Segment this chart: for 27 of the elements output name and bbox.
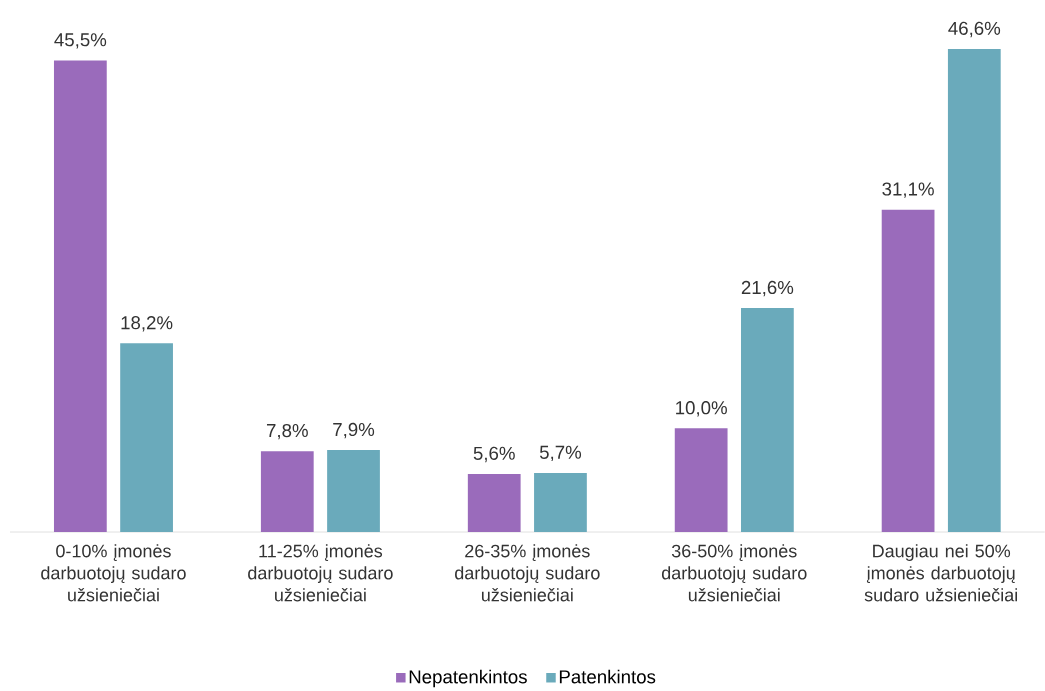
- data-label: 5,7%: [539, 445, 582, 461]
- bar: [947, 48, 1001, 532]
- data-label: 5,6%: [473, 446, 515, 462]
- bar: [467, 473, 521, 532]
- bar: [327, 449, 380, 532]
- legend-label: Patenkintos: [559, 669, 656, 684]
- data-label: 7,9%: [333, 422, 375, 439]
- bar: [881, 209, 935, 532]
- x-tick-label: 36-50% įmonės darbuotojų sudaro užsieniečiai: [661, 543, 807, 602]
- bar: [53, 60, 107, 532]
- data-label: 31,1%: [882, 182, 934, 198]
- bar: [260, 450, 314, 532]
- x-tick-label: 26-35% įmonės darbuotojų sudaro užsieniečiai: [455, 543, 600, 602]
- data-label: 21,6%: [741, 280, 794, 297]
- data-label: 18,2%: [121, 315, 173, 332]
- x-tick-label: 0-10% įmonės darbuotojų sudaro užsieniečiai: [41, 543, 186, 602]
- bar: [120, 343, 173, 532]
- legend-label: Nepatenkintos: [409, 669, 527, 687]
- bar: [741, 307, 794, 532]
- bar: [534, 472, 587, 532]
- data-label: 46,6%: [948, 21, 1001, 37]
- data-label: 45,5%: [54, 33, 107, 49]
- data-label: 10,0%: [676, 400, 727, 417]
- x-tick-label: Daugiau nei 50% įmonės darbuotojų sudaro užsieniečiai: [864, 543, 1017, 602]
- x-tick-label: 11-25% įmonės darbuotojų sudaro užsieniečiai: [248, 543, 393, 602]
- bar: [674, 428, 728, 532]
- data-label: 7,8%: [266, 423, 308, 440]
